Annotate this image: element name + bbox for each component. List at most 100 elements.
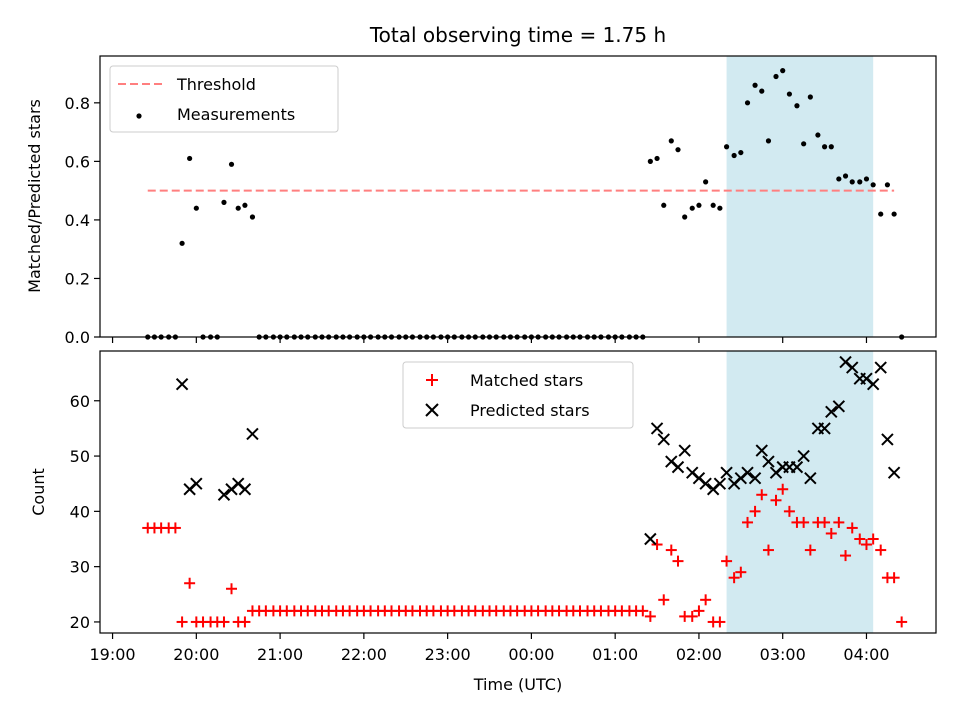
matched-star-point bbox=[860, 539, 872, 551]
x-tick-label: 23:00 bbox=[425, 645, 471, 664]
top-panel: 0.00.20.40.60.8 Matched/Predicted stars … bbox=[25, 55, 937, 347]
top-observing-span bbox=[726, 56, 874, 337]
x-tick-label: 20:00 bbox=[173, 645, 219, 664]
bottom-y-tick-label: 20 bbox=[70, 613, 90, 632]
measurement-point bbox=[710, 202, 716, 208]
matched-star-point bbox=[888, 572, 900, 584]
bottom-legend: Matched stars Predicted stars bbox=[402, 361, 634, 429]
matched-star-point bbox=[658, 594, 670, 606]
predicted-star-point bbox=[246, 427, 259, 441]
measurement-point bbox=[857, 179, 863, 185]
measurement-point bbox=[780, 68, 786, 74]
predicted-star-point bbox=[644, 532, 657, 546]
measurement-point bbox=[891, 211, 897, 217]
matched-star-point bbox=[804, 544, 816, 556]
predicted-star-point bbox=[175, 377, 189, 391]
x-tick-label: 01:00 bbox=[592, 645, 638, 664]
matched-star-point bbox=[762, 544, 774, 556]
measurement-point bbox=[242, 202, 248, 208]
measurement-point bbox=[815, 132, 821, 138]
measurement-point bbox=[661, 202, 667, 208]
matched-star-point bbox=[846, 522, 858, 534]
matched-star-point bbox=[777, 483, 789, 495]
top-legend: Threshold Measurements bbox=[109, 65, 339, 133]
predicted-star-point bbox=[748, 471, 762, 485]
top-y-tick-label: 0.8 bbox=[65, 94, 90, 113]
predicted-star-point bbox=[720, 466, 733, 479]
bottom-y-tick-label: 30 bbox=[70, 558, 90, 577]
matched-star-point bbox=[714, 616, 726, 628]
measurement-point bbox=[675, 147, 681, 153]
matched-star-point bbox=[825, 527, 837, 539]
x-tick-label: 21:00 bbox=[257, 645, 303, 664]
measurement-point bbox=[878, 211, 884, 217]
chart-title: Total observing time = 1.75 h bbox=[369, 23, 666, 47]
predicted-star-point bbox=[238, 483, 252, 496]
measurement-point bbox=[870, 182, 876, 188]
matched-star-point bbox=[896, 616, 908, 628]
matched-star-point bbox=[693, 605, 705, 617]
matched-star-point bbox=[218, 616, 230, 628]
x-axis-label: Time (UTC) bbox=[473, 675, 562, 694]
bottom-y-ticks: 20 30 40 50 60 bbox=[70, 392, 100, 632]
bottom-plot-frame bbox=[99, 350, 937, 634]
predicted-star-point bbox=[741, 466, 754, 479]
measurement-point bbox=[668, 138, 674, 144]
measurement-point bbox=[723, 144, 730, 150]
x-tick-label: 00:00 bbox=[508, 645, 554, 664]
matched-star-point bbox=[184, 577, 196, 589]
measurement-point bbox=[821, 144, 828, 150]
top-highlight-layer bbox=[726, 56, 874, 337]
predicted-star-point bbox=[650, 422, 664, 435]
predicted-star-point bbox=[713, 477, 727, 490]
x-tick-label: 02:00 bbox=[676, 645, 722, 664]
predicted-star-point bbox=[818, 422, 831, 435]
measurement-point bbox=[849, 179, 855, 185]
predicted-star-point bbox=[790, 460, 804, 474]
matched-star-point bbox=[798, 516, 810, 528]
measurement-point bbox=[794, 103, 800, 109]
matched-star-point bbox=[742, 516, 754, 528]
measurement-point bbox=[765, 138, 772, 144]
predicted-star-point bbox=[866, 377, 880, 391]
bottom-legend-box bbox=[402, 361, 634, 429]
predicted-star-point bbox=[874, 361, 887, 374]
matched-points bbox=[142, 483, 908, 628]
predicted-star-point bbox=[678, 444, 691, 457]
measurement-point bbox=[228, 161, 235, 167]
matched-star-point bbox=[672, 555, 684, 567]
top-y-tick-label: 0.2 bbox=[65, 269, 90, 288]
matched-legend-label: Matched stars bbox=[470, 371, 583, 390]
bottom-x-ticks: 19:00 20:00 21:00 22:00 23:00 00:00 01:00 02:00… bbox=[90, 633, 890, 664]
predicted-star-point bbox=[887, 466, 901, 479]
measurement-point bbox=[682, 214, 688, 220]
measurements-legend-swatch bbox=[136, 113, 142, 119]
predicted-star-point bbox=[832, 400, 846, 413]
measurement-point bbox=[842, 173, 849, 179]
measurement-point bbox=[773, 73, 779, 80]
measurement-point bbox=[696, 202, 702, 208]
measurement-point bbox=[863, 176, 870, 182]
matched-star-point bbox=[840, 550, 852, 562]
predicted-star-point bbox=[217, 488, 231, 501]
measurement-point bbox=[221, 199, 227, 205]
measurement-point bbox=[249, 214, 256, 220]
top-legend-box bbox=[109, 65, 339, 133]
measurement-point bbox=[752, 82, 758, 88]
top-y-tick-label: 0.6 bbox=[65, 152, 90, 171]
measurement-point bbox=[744, 100, 751, 106]
matched-star-point bbox=[735, 566, 747, 578]
x-tick-label: 03:00 bbox=[760, 645, 806, 664]
matched-star-point bbox=[756, 489, 768, 501]
predicted-points bbox=[175, 355, 901, 546]
top-y-tick-label: 0.0 bbox=[65, 328, 90, 347]
measurement-point bbox=[807, 94, 813, 100]
top-y-axis-label: Matched/Predicted stars bbox=[25, 99, 44, 293]
matched-star-point bbox=[749, 505, 761, 517]
matched-star-point bbox=[867, 533, 879, 545]
matched-star-point bbox=[783, 505, 795, 517]
measurement-point bbox=[647, 158, 653, 164]
x-tick-label: 22:00 bbox=[341, 645, 387, 664]
predicted-star-point bbox=[825, 405, 838, 419]
x-tick-label: 19:00 bbox=[90, 645, 136, 664]
